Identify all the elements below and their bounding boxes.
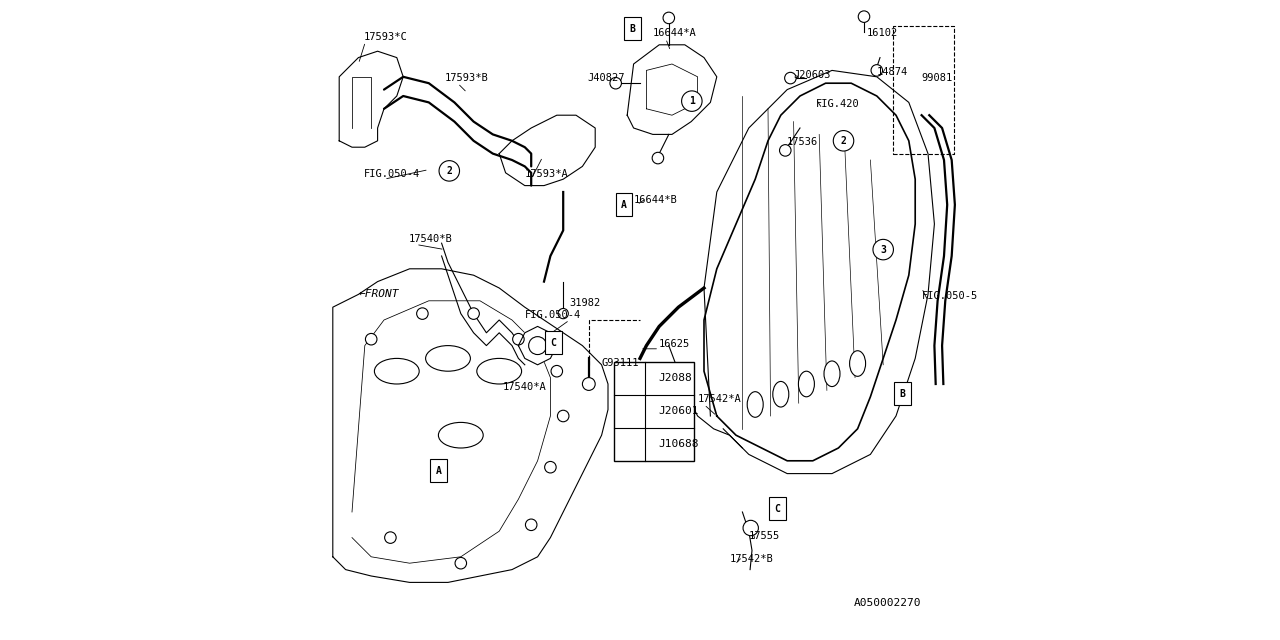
Text: 17593*B: 17593*B xyxy=(445,73,489,83)
Text: A: A xyxy=(435,466,442,476)
Ellipse shape xyxy=(477,358,522,384)
Text: C: C xyxy=(550,338,557,348)
Text: J40827: J40827 xyxy=(588,73,625,83)
Polygon shape xyxy=(704,83,915,461)
Text: 3: 3 xyxy=(627,439,632,449)
Text: FIG.050-4: FIG.050-4 xyxy=(525,310,581,320)
Text: A: A xyxy=(621,200,627,211)
Text: FIG.420: FIG.420 xyxy=(817,99,860,109)
Text: 1: 1 xyxy=(627,373,632,383)
Ellipse shape xyxy=(850,351,865,376)
Circle shape xyxy=(558,410,570,422)
Text: FIG.050-5: FIG.050-5 xyxy=(922,291,978,301)
Text: 16644*B: 16644*B xyxy=(634,195,677,205)
FancyBboxPatch shape xyxy=(616,193,632,216)
Circle shape xyxy=(512,333,525,345)
Text: 17536: 17536 xyxy=(787,137,818,147)
Circle shape xyxy=(611,77,622,89)
Text: 3: 3 xyxy=(881,244,886,255)
Circle shape xyxy=(744,520,758,536)
Ellipse shape xyxy=(748,392,763,417)
Text: 17542*A: 17542*A xyxy=(698,394,741,404)
Text: A050002270: A050002270 xyxy=(854,598,922,608)
Text: 17593*A: 17593*A xyxy=(525,169,568,179)
Ellipse shape xyxy=(438,422,484,448)
FancyBboxPatch shape xyxy=(625,17,641,40)
Text: J20601: J20601 xyxy=(658,406,699,416)
Text: J20603: J20603 xyxy=(794,70,831,80)
Text: 17540*A: 17540*A xyxy=(502,381,547,392)
Text: G93111: G93111 xyxy=(602,358,639,368)
Circle shape xyxy=(550,365,563,377)
Polygon shape xyxy=(518,326,557,365)
Text: 2: 2 xyxy=(627,406,632,416)
Text: 16625: 16625 xyxy=(659,339,690,349)
Circle shape xyxy=(558,308,568,319)
Circle shape xyxy=(622,436,637,452)
Circle shape xyxy=(582,378,595,390)
Polygon shape xyxy=(333,269,608,582)
Circle shape xyxy=(417,308,428,319)
Ellipse shape xyxy=(375,358,420,384)
Text: 17542*B: 17542*B xyxy=(730,554,773,564)
Circle shape xyxy=(833,131,854,151)
Circle shape xyxy=(653,152,664,164)
Circle shape xyxy=(545,461,556,473)
Circle shape xyxy=(681,91,701,111)
Circle shape xyxy=(663,12,675,24)
Text: J10688: J10688 xyxy=(658,439,699,449)
Circle shape xyxy=(529,337,547,355)
Text: 16644*A: 16644*A xyxy=(653,28,696,38)
FancyBboxPatch shape xyxy=(545,331,562,354)
Ellipse shape xyxy=(425,346,471,371)
Circle shape xyxy=(785,72,796,84)
Ellipse shape xyxy=(799,371,814,397)
Circle shape xyxy=(870,65,883,76)
Text: 17540*B: 17540*B xyxy=(408,234,452,244)
Text: 2: 2 xyxy=(841,136,846,146)
Circle shape xyxy=(366,333,376,345)
Circle shape xyxy=(873,239,893,260)
Text: 16102: 16102 xyxy=(868,28,899,38)
Text: 1: 1 xyxy=(689,96,695,106)
Circle shape xyxy=(526,519,538,531)
Circle shape xyxy=(780,145,791,156)
Circle shape xyxy=(468,308,480,319)
Text: 31982: 31982 xyxy=(570,298,600,308)
Ellipse shape xyxy=(824,361,840,387)
Bar xyxy=(614,362,695,461)
Text: 14874: 14874 xyxy=(877,67,908,77)
Ellipse shape xyxy=(773,381,788,407)
FancyBboxPatch shape xyxy=(430,459,447,482)
Polygon shape xyxy=(339,51,403,147)
Text: J2088: J2088 xyxy=(658,373,692,383)
Text: B: B xyxy=(900,389,905,399)
Circle shape xyxy=(439,161,460,181)
Text: B: B xyxy=(630,24,635,35)
FancyBboxPatch shape xyxy=(769,497,786,520)
Text: 2: 2 xyxy=(447,166,452,176)
FancyBboxPatch shape xyxy=(895,382,911,405)
Circle shape xyxy=(622,371,637,386)
Text: ←FRONT: ←FRONT xyxy=(358,289,399,300)
Text: 99081: 99081 xyxy=(922,73,952,83)
Circle shape xyxy=(622,404,637,419)
Text: 17555: 17555 xyxy=(749,531,780,541)
Polygon shape xyxy=(627,45,717,134)
Text: C: C xyxy=(774,504,781,515)
Text: 17593*C: 17593*C xyxy=(364,31,407,42)
Text: FIG.050-4: FIG.050-4 xyxy=(364,169,420,179)
Circle shape xyxy=(384,532,397,543)
Polygon shape xyxy=(499,115,595,186)
Circle shape xyxy=(859,11,870,22)
Circle shape xyxy=(456,557,467,569)
